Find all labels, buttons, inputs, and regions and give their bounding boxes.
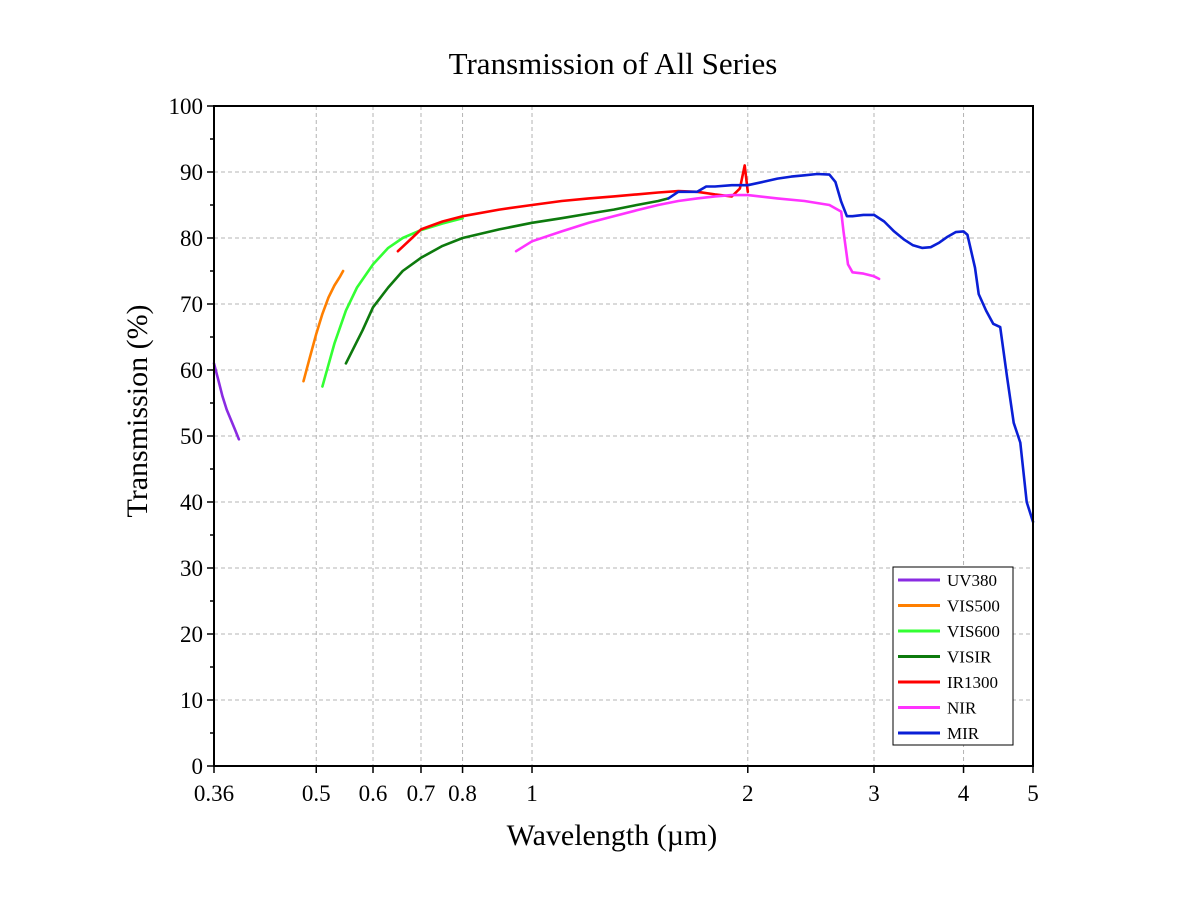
y-axis-label: Transmission (%): [121, 304, 154, 517]
y-tick-label: 0: [192, 754, 204, 779]
x-tick-label: 0.36: [194, 781, 234, 806]
x-tick-labels: 0.36 0.5 0.6 0.7 0.8 1 2 3 4 5: [194, 781, 1039, 806]
y-tick-label: 100: [169, 94, 204, 119]
axis-ticks: [207, 105, 1034, 773]
legend-label-ir1300: IR1300: [947, 673, 998, 692]
legend: UV380 VIS500 VIS600 VISIR IR1300 NIR MIR: [892, 566, 1014, 746]
chart-title: Transmission of All Series: [449, 46, 778, 81]
x-tick-label: 5: [1027, 781, 1039, 806]
y-tick-label: 50: [180, 424, 203, 449]
x-tick-label: 2: [742, 781, 754, 806]
legend-label-visir: VISIR: [947, 648, 992, 667]
x-tick-label: 1: [526, 781, 538, 806]
series-lines: [212, 164, 1035, 524]
y-tick-labels: 0 10 20 30 40 50 60 70 80 90 100: [169, 94, 204, 779]
series-line-mir: [667, 172, 1035, 524]
legend-label-vis500: VIS500: [947, 597, 1000, 616]
y-tick-label: 90: [180, 160, 203, 185]
y-tick-label: 10: [180, 688, 203, 713]
x-tick-label: 0.8: [448, 781, 477, 806]
x-axis-label: Wavelength (µm): [507, 819, 718, 852]
legend-label-mir: MIR: [947, 724, 980, 743]
y-tick-label: 60: [180, 358, 203, 383]
series-line-visir: [344, 197, 670, 365]
legend-label-nir: NIR: [947, 699, 977, 718]
legend-label-uv380: UV380: [947, 571, 997, 590]
series-line-vis500: [302, 269, 345, 383]
series-line-uv380: [212, 362, 241, 441]
y-tick-label: 20: [180, 622, 203, 647]
x-tick-label: 4: [958, 781, 970, 806]
legend-label-vis600: VIS600: [947, 622, 1000, 641]
x-tick-label: 0.5: [302, 781, 331, 806]
series-line-nir: [514, 193, 881, 281]
x-tick-label: 3: [868, 781, 880, 806]
y-tick-label: 70: [180, 292, 203, 317]
x-tick-label: 0.6: [359, 781, 388, 806]
y-tick-label: 30: [180, 556, 203, 581]
x-tick-label: 0.7: [407, 781, 436, 806]
y-tick-label: 80: [180, 226, 203, 251]
y-tick-label: 40: [180, 490, 203, 515]
